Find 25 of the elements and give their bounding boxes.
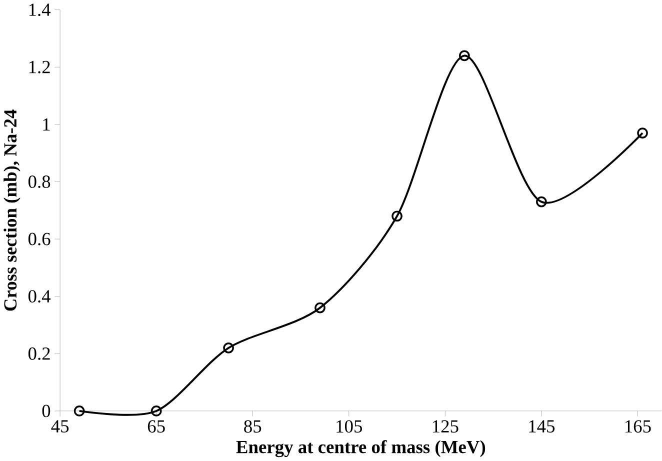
- point: [536, 196, 547, 208]
- point: [392, 210, 402, 222]
- y-tick-label: 0.6: [28, 232, 50, 246]
- y-tick-label: 0.4: [28, 290, 51, 303]
- x-tick-label: 125: [432, 420, 458, 433]
- point: [314, 302, 326, 314]
- point: [223, 342, 234, 354]
- x-tick-label: 145: [529, 420, 555, 433]
- y-tick-label: 0.8: [28, 176, 50, 188]
- y-tick-label: 1.4: [29, 4, 51, 16]
- y-tick-label: 0: [42, 404, 50, 418]
- x-tick-label: 45: [51, 420, 69, 433]
- x-tick-label: 65: [148, 420, 165, 433]
- y-tick-label: 1.2: [29, 61, 50, 74]
- point: [150, 406, 162, 417]
- point: [458, 50, 470, 62]
- y-tick-label: 0.2: [28, 348, 50, 360]
- point: [637, 128, 648, 139]
- x-tick-label: 105: [336, 420, 362, 433]
- x-axis-title: Energy at centre of mass (MeV): [236, 440, 486, 458]
- y-axis-title: Cross section (mb), Na-24: [4, 110, 20, 311]
- point: [74, 406, 85, 417]
- x-tick-label: 165: [626, 420, 651, 433]
- y-tick-label: 1: [43, 118, 50, 131]
- x-tick-label: 85: [244, 420, 262, 433]
